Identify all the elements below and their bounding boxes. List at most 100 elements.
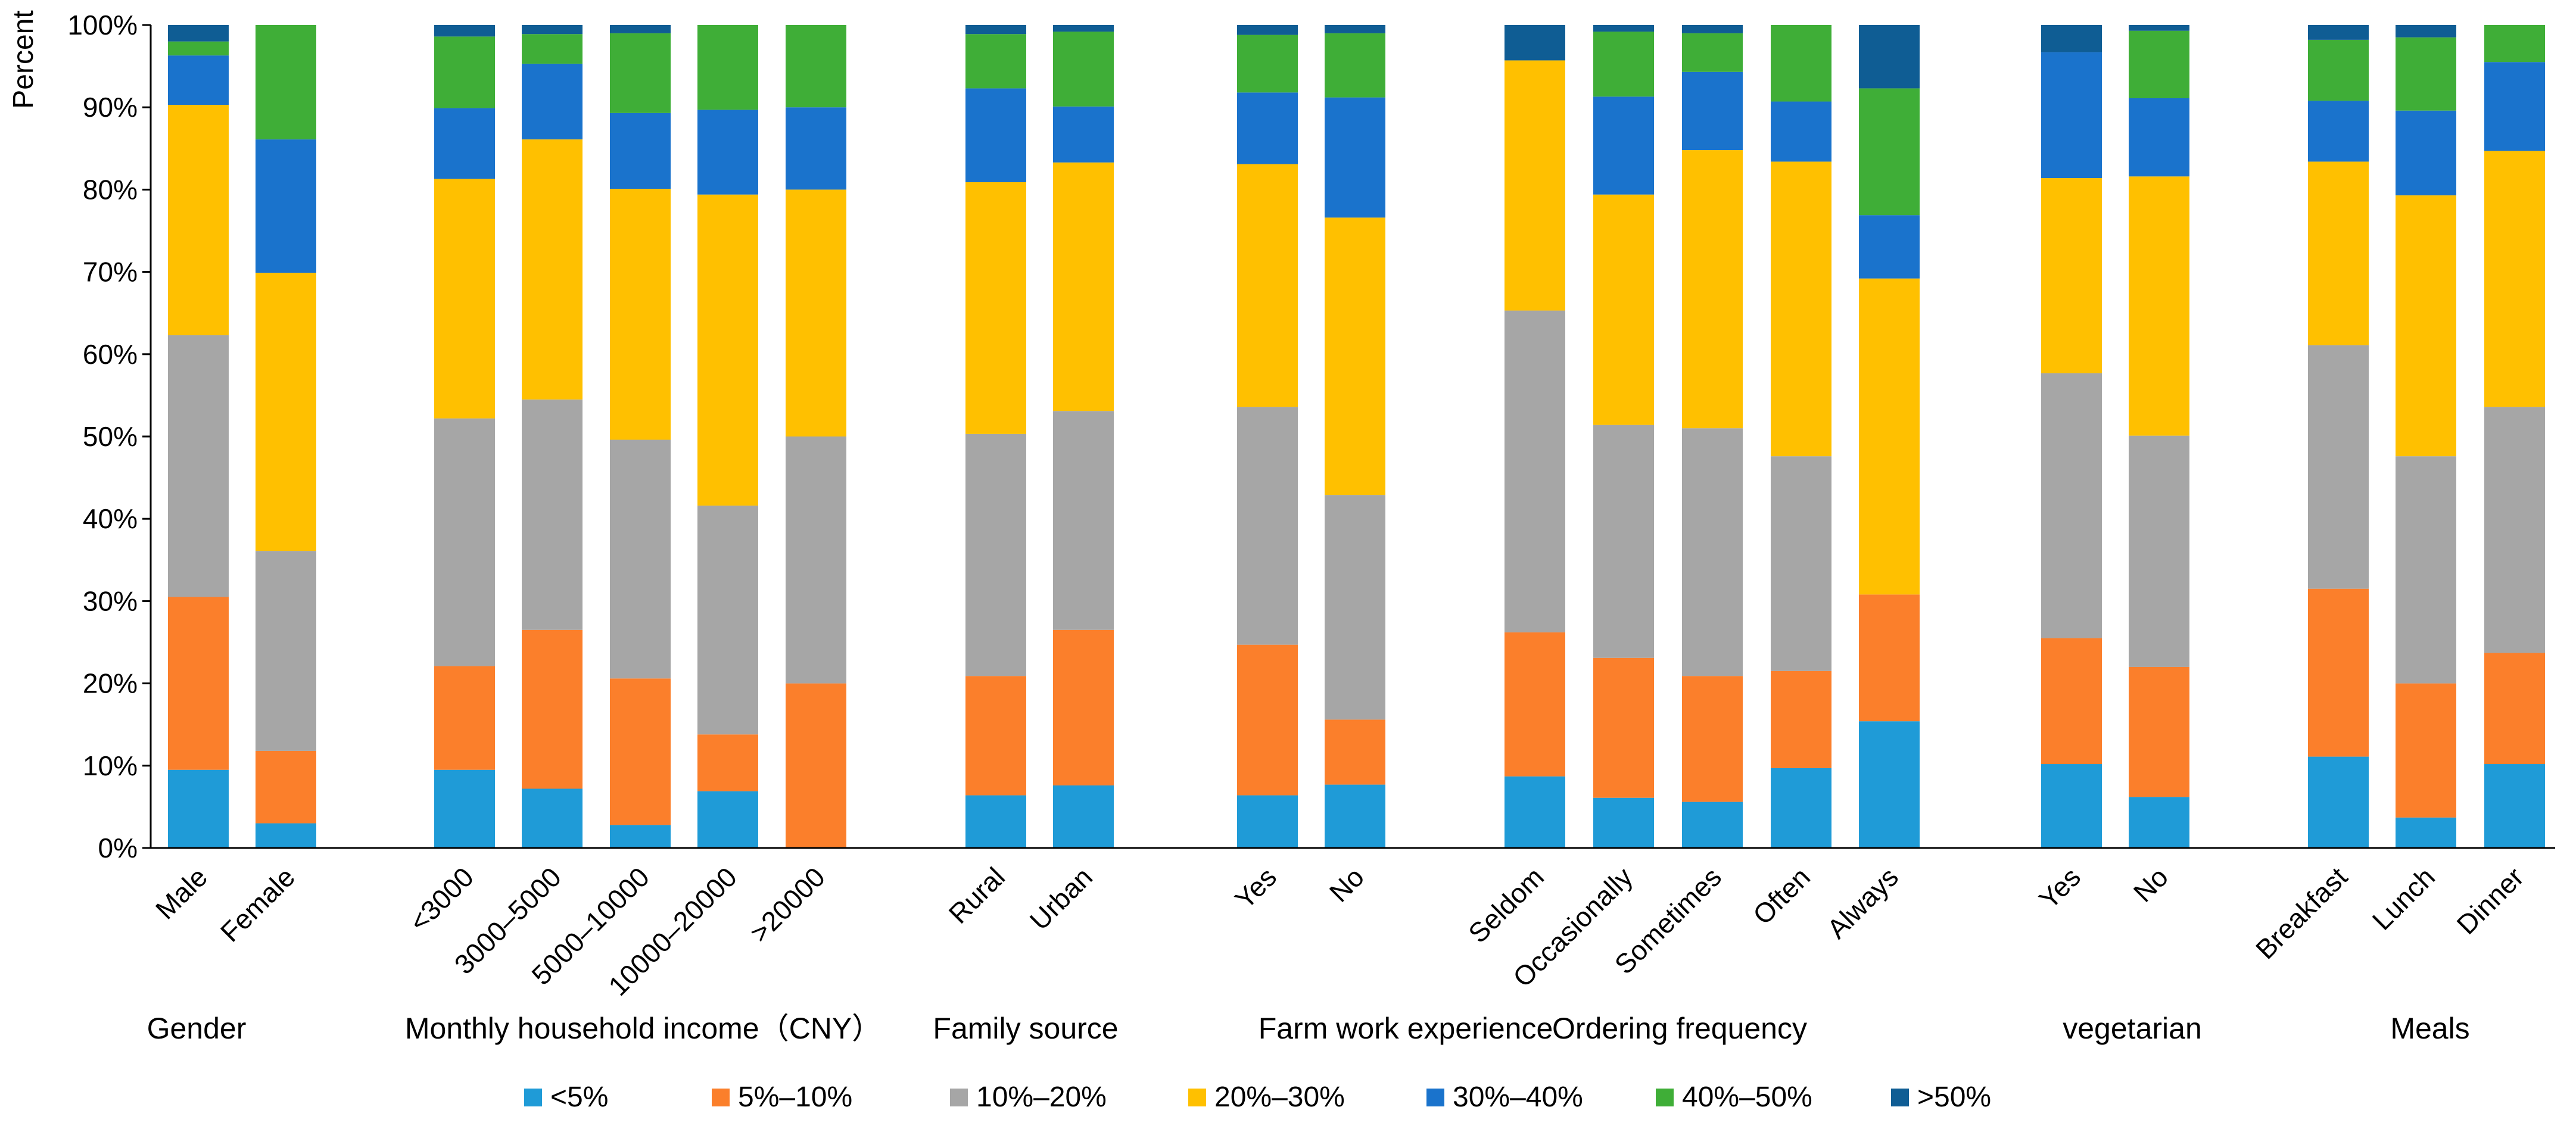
bar-segment <box>697 194 758 506</box>
bar-segment <box>434 108 495 179</box>
legend-swatch <box>712 1089 730 1106</box>
bar-stack-Dinner <box>2484 25 2545 848</box>
bar-segment <box>1682 802 1743 848</box>
group-label: Ordering frequency <box>1552 1012 1807 1045</box>
bar-segment <box>1053 32 1114 107</box>
y-tick-label: 60% <box>83 339 138 370</box>
bar-segment <box>1593 425 1654 658</box>
y-tick-label: 50% <box>83 421 138 452</box>
bar-segment <box>610 113 671 189</box>
bar-segment <box>168 41 229 56</box>
bar-segment <box>786 25 846 108</box>
bar-segment <box>610 678 671 825</box>
category-label: No <box>1323 861 1370 908</box>
bar-segment <box>697 110 758 195</box>
bar-stack->20000 <box>786 25 846 848</box>
bar-segment <box>1325 719 1385 785</box>
bar-segment <box>1771 768 1831 848</box>
bar-segment <box>522 139 583 400</box>
legend-item: 30%–40% <box>1426 1081 1583 1113</box>
bar-segment <box>168 25 229 42</box>
bar-segment <box>1505 310 1565 632</box>
category-label: >20000 <box>744 861 831 948</box>
category-labels: Male Female <30003000–50005000–1000010000–… <box>149 861 2530 1002</box>
bar-segment <box>522 788 583 848</box>
bar-segment <box>1593 797 1654 848</box>
category-label: Female <box>214 861 301 947</box>
bar-stack-Often <box>1771 25 1831 848</box>
bar-segment <box>697 25 758 110</box>
bar-segment <box>1237 92 1298 164</box>
legend-swatch <box>1426 1089 1444 1106</box>
legend-label: 30%–40% <box>1453 1081 1583 1113</box>
bar-segment <box>2041 178 2102 373</box>
bar-segment <box>1682 428 1743 676</box>
bar-segment <box>965 676 1026 796</box>
bar-segment <box>1593 96 1654 195</box>
bar-segment <box>1325 217 1385 495</box>
bar-segment <box>168 335 229 597</box>
bar-segment <box>2308 101 2369 162</box>
bar-segment <box>522 629 583 789</box>
bar-segment <box>256 25 316 140</box>
bar-segment <box>1859 25 1920 89</box>
bar-segment <box>1682 33 1743 72</box>
bar-segment <box>168 55 229 105</box>
legend-label: <5% <box>550 1081 608 1113</box>
bar-segment <box>434 769 495 848</box>
bar-segment <box>522 63 583 140</box>
category-label: Rural <box>943 861 1011 930</box>
bar-segment <box>1593 657 1654 798</box>
bar-segment <box>2484 764 2545 848</box>
bar-segment <box>1053 162 1114 411</box>
bar-stack-3000–5000 <box>522 25 583 848</box>
bar-segment <box>2396 110 2456 196</box>
y-tick-label: 30% <box>83 585 138 616</box>
category-label: Dinner <box>2450 861 2530 940</box>
bar-segment <box>1325 33 1385 98</box>
bar-segment <box>522 25 583 35</box>
bar-segment <box>2484 653 2545 765</box>
bar-segment <box>2484 62 2545 151</box>
bar-segment <box>1237 35 1298 93</box>
legend: <5% 5%–10% 10%–20% 20%–30% 30%–40% 40%–50% >50… <box>524 1081 1991 1113</box>
bar-segment <box>256 272 316 551</box>
bar-segment <box>610 439 671 679</box>
bar-segment <box>434 179 495 419</box>
legend-swatch <box>1656 1089 1674 1106</box>
bar-segment <box>2129 30 2189 98</box>
bar-stack-Seldom <box>1505 25 1565 848</box>
legend-item: 10%–20% <box>950 1081 1107 1113</box>
bar-segment <box>1505 776 1565 848</box>
bar-stack-Occasionally <box>1593 25 1654 848</box>
bar-segment <box>2041 638 2102 765</box>
bar-segment <box>1053 785 1114 848</box>
bar-stack-<3000 <box>434 25 495 848</box>
bar-stack-Rural <box>965 25 1026 848</box>
bar-segment <box>256 139 316 273</box>
y-tick-labels: 0% 10% 20% 30% 40% 50% 60% 70% 80% 90% 100% <box>67 10 138 863</box>
bar-segment <box>1682 25 1743 33</box>
group-label: vegetarian <box>2063 1012 2202 1045</box>
y-tick-label: 40% <box>83 503 138 534</box>
bar-segment <box>2129 176 2189 436</box>
legend-item: 40%–50% <box>1656 1081 1812 1113</box>
bar-segment <box>1237 795 1298 848</box>
y-tick-label: 100% <box>67 10 138 40</box>
group-label: Family source <box>933 1012 1118 1045</box>
group-label: Farm work experience <box>1259 1012 1553 1045</box>
bar-segment <box>1682 71 1743 151</box>
bar-segment <box>256 823 316 848</box>
bar-segment <box>434 666 495 770</box>
bar-segment <box>2308 588 2369 757</box>
bar-segment <box>2041 52 2102 179</box>
legend-swatch <box>950 1089 968 1106</box>
bar-segment <box>786 436 846 684</box>
bar-segment <box>2396 683 2456 818</box>
category-label: Often <box>1747 861 1816 930</box>
bar-segment <box>2396 817 2456 848</box>
bar-stack-Sometimes <box>1682 25 1743 848</box>
bar-segment <box>2308 39 2369 101</box>
bar-segment <box>965 88 1026 182</box>
